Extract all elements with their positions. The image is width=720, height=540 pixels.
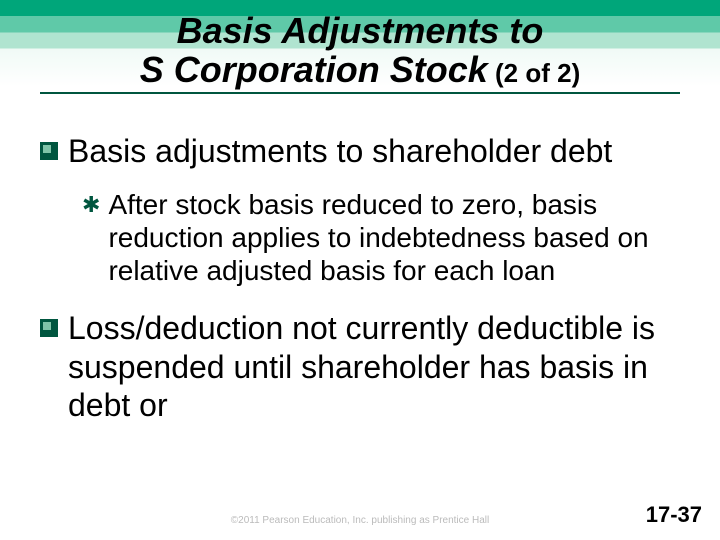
- bullet-text: After stock basis reduced to zero, basis…: [108, 188, 680, 287]
- slide-title-line1: Basis Adjustments to: [177, 10, 544, 51]
- bullet-item: Basis adjustments to shareholder debt: [40, 132, 680, 170]
- bullet-text: Basis adjustments to shareholder debt: [68, 132, 612, 170]
- slide-title-line2: S Corporation Stock: [140, 49, 488, 90]
- square-bullet-icon: [40, 319, 58, 337]
- slide: Basis Adjustments to S Corporation Stock…: [0, 0, 720, 540]
- slide-title-paren: (2 of 2): [488, 58, 580, 88]
- star-bullet-icon: ✱: [82, 194, 100, 216]
- bullet-item: Loss/deduction not currently deductible …: [40, 309, 680, 424]
- page-number: 17-37: [646, 502, 702, 528]
- copyright-text: ©2011 Pearson Education, Inc. publishing…: [231, 515, 489, 526]
- square-bullet-icon: [40, 142, 58, 160]
- slide-content: Basis adjustments to shareholder debt ✱ …: [0, 112, 720, 425]
- slide-title-block: Basis Adjustments to S Corporation Stock…: [40, 12, 680, 94]
- bullet-text: Loss/deduction not currently deductible …: [68, 309, 680, 424]
- bullet-item: ✱ After stock basis reduced to zero, bas…: [82, 188, 680, 287]
- title-underline: [40, 92, 680, 94]
